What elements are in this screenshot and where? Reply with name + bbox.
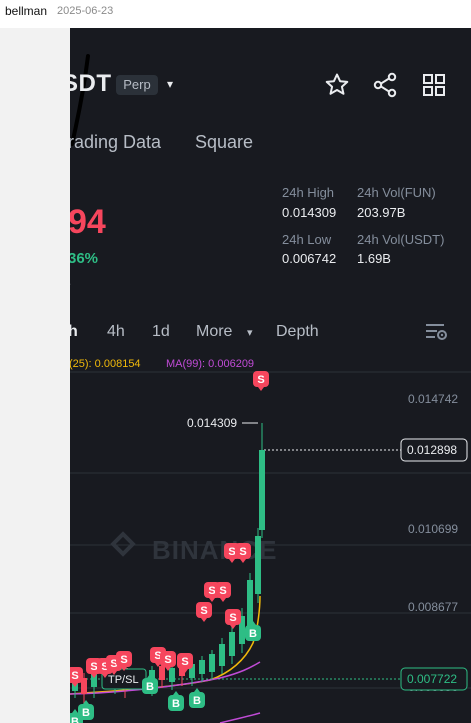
candlestick-chart[interactable]: BINANCE 0.014742 0.010699 0.008677 0.006… — [70, 368, 471, 723]
svg-text:S: S — [164, 654, 171, 666]
timeframe-1h[interactable]: h — [70, 323, 78, 340]
buy-marker: B — [189, 688, 205, 708]
vol-fun-label: 24h Vol(FUN) — [357, 185, 436, 200]
buy-marker: B — [245, 621, 261, 641]
star-icon[interactable] — [324, 72, 350, 98]
tab-square[interactable]: Square — [195, 132, 254, 152]
grid-icon[interactable] — [421, 72, 447, 98]
current-price-label: 0.012898 — [407, 443, 457, 457]
symbol-title[interactable]: SDT — [70, 70, 112, 97]
sell-marker: S — [253, 371, 269, 391]
buy-marker: B — [70, 709, 83, 723]
svg-text:S: S — [90, 661, 97, 673]
svg-text:B: B — [172, 698, 180, 710]
last-price-label: 0.007722 — [407, 672, 457, 686]
perp-badge: Perp — [116, 75, 158, 95]
pen-stroke — [70, 54, 90, 146]
svg-text:S: S — [181, 656, 188, 668]
last-price-box[interactable] — [400, 667, 468, 691]
tab-trading-data[interactable]: rading Data — [70, 132, 162, 152]
last-price: 94 — [70, 203, 106, 241]
high-label: 24h High — [282, 185, 335, 200]
high-annotation: 0.014309 — [187, 416, 237, 430]
low-label: 24h Low — [282, 232, 332, 247]
ma99-value: MA(99): 0.006209 — [166, 358, 255, 370]
post-date: 2025-06-23 — [57, 5, 114, 17]
ma25-line — [70, 595, 261, 695]
sell-marker: S — [235, 543, 251, 563]
svg-text:S: S — [154, 650, 161, 662]
buy-marker: B — [142, 674, 158, 694]
chart-settings-icon[interactable] — [424, 321, 448, 343]
sell-marker: S — [196, 602, 212, 622]
sell-marker: S — [70, 667, 83, 687]
price-change-percent: 36% — [70, 250, 99, 267]
high-value: 0.014309 — [282, 205, 337, 220]
svg-text:S: S — [257, 374, 264, 386]
svg-text:S: S — [71, 670, 78, 682]
timeframe-1d[interactable]: 1d — [152, 323, 170, 340]
binance-logo-icon — [110, 531, 136, 557]
svg-text:S: S — [219, 585, 226, 597]
sell-marker: S — [225, 609, 241, 629]
symbol-dropdown-caret[interactable]: ▾ — [167, 77, 174, 91]
tpsl-label: TP/SL — [108, 674, 139, 686]
svg-text:B: B — [249, 628, 257, 640]
svg-text:S: S — [208, 585, 215, 597]
svg-text:S: S — [120, 654, 127, 666]
svg-text:S: S — [110, 658, 117, 670]
sell-marker: S — [116, 651, 132, 671]
svg-text:S: S — [228, 546, 235, 558]
svg-text:S: S — [239, 546, 246, 558]
timeframe-more[interactable]: More — [196, 323, 233, 340]
sell-marker: S — [160, 651, 176, 671]
svg-text:S: S — [200, 605, 207, 617]
tab-depth[interactable]: Depth — [276, 323, 319, 340]
vol-usdt-label: 24h Vol(USDT) — [357, 232, 445, 247]
svg-text:B: B — [146, 681, 154, 693]
mark-price-partial: 5 — [70, 276, 71, 290]
svg-text:B: B — [193, 695, 201, 707]
timeframe-4h[interactable]: 4h — [107, 323, 125, 340]
vol-usdt-value: 1.69B — [357, 251, 391, 266]
post-author[interactable]: bellman — [5, 4, 48, 18]
svg-text:S: S — [229, 612, 236, 624]
axis-tick-label: 0.008677 — [408, 600, 458, 614]
low-value: 0.006742 — [282, 251, 337, 266]
ma-line-lower — [219, 712, 261, 723]
svg-text:B: B — [82, 707, 90, 719]
axis-tick-label: 0.014742 — [408, 392, 458, 406]
ma25-value: (25): 0.008154 — [70, 358, 141, 370]
trading-app: SDT Perp ▾ rading Data Square 94 36% 5 2… — [70, 28, 471, 723]
svg-text:S: S — [101, 661, 108, 673]
vol-fun-value: 203.97B — [357, 205, 406, 220]
current-price-box[interactable] — [400, 438, 468, 462]
sell-marker: S — [215, 582, 231, 602]
more-caret[interactable]: ▾ — [247, 327, 253, 339]
left-blank-area — [0, 28, 70, 723]
sell-marker: S — [177, 653, 193, 673]
ma99-line — [70, 661, 261, 695]
axis-tick-label: 0.010699 — [408, 522, 458, 536]
share-icon[interactable] — [372, 72, 398, 98]
post-header: bellman 2025-06-23 — [0, 0, 471, 28]
buy-marker: B — [168, 691, 184, 711]
svg-text:B: B — [71, 716, 79, 723]
